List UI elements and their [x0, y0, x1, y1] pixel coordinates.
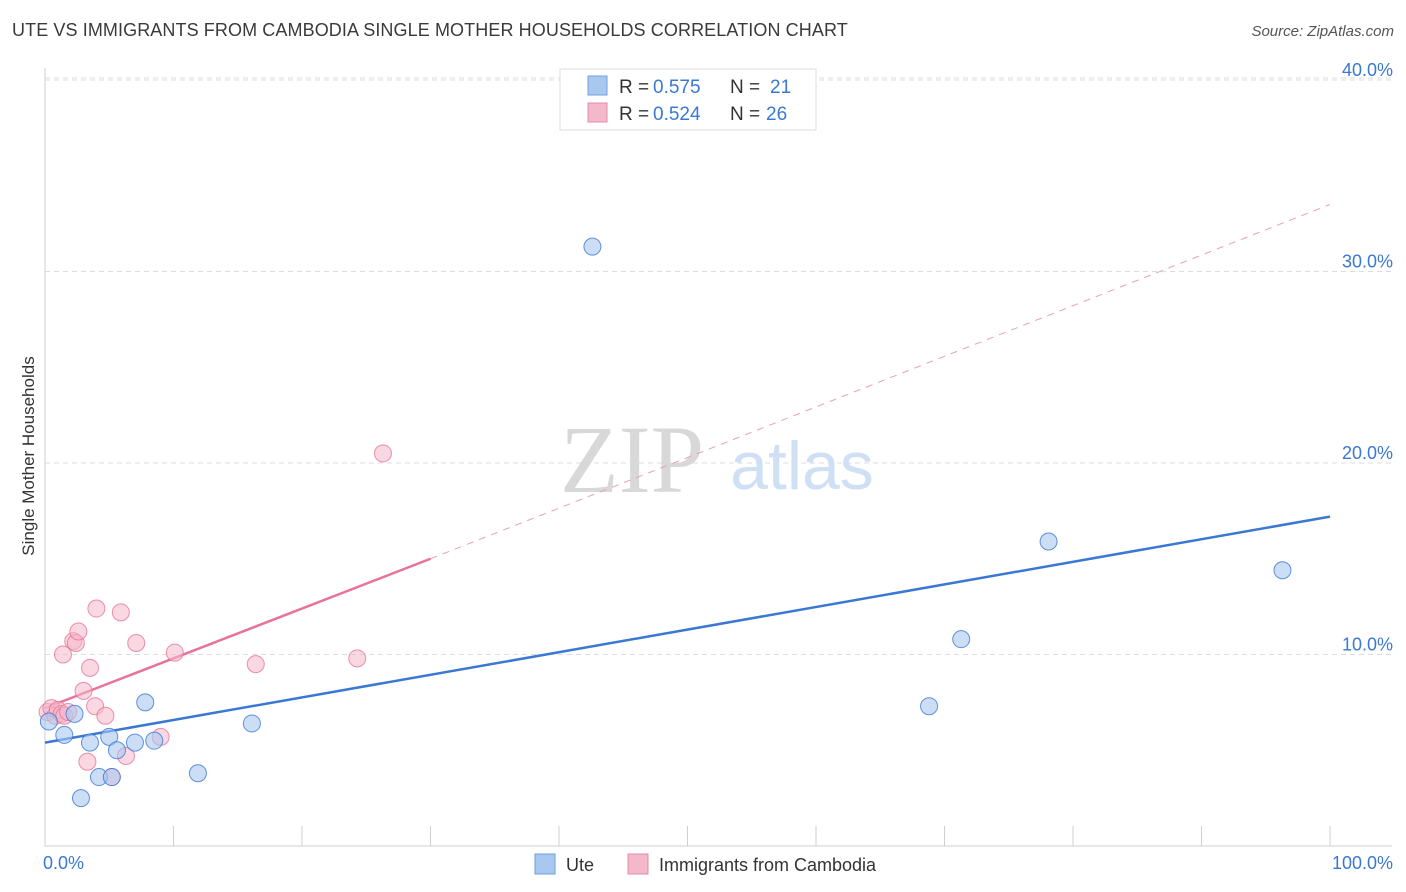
legend-n-label-cambodia: N = [730, 104, 760, 125]
legend-r-label-cambodia: R = [619, 104, 649, 125]
cambodia-point [348, 649, 367, 668]
cambodia-point [111, 603, 130, 622]
x-tick-label-max: 100.0% [1332, 853, 1393, 873]
ute-point [920, 697, 939, 716]
ute-point [100, 727, 119, 746]
watermark-atlas: atlas [730, 428, 874, 504]
ute-trend-line [44, 515, 1331, 744]
legend-n-label-ute: N = [730, 77, 760, 98]
legend-swatch-cambodia [587, 102, 608, 123]
legend-r-value-ute: 0.575 [653, 77, 701, 98]
cambodia-trend-extension [430, 204, 1331, 560]
watermark: ZIP atlas [560, 406, 874, 513]
ute-point [952, 630, 971, 649]
ute-point [242, 714, 261, 733]
ute-point [125, 733, 144, 752]
cambodia-point [165, 643, 184, 662]
y-tick-label: 20.0% [1342, 443, 1393, 463]
cambodia-point [53, 645, 72, 664]
y-axis-label: Single Mother Households [19, 356, 38, 555]
legend-r-value-cambodia: 0.524 [653, 104, 701, 125]
bottom-legend-label-cambodia: Immigrants from Cambodia [659, 855, 877, 875]
ute-point [39, 712, 58, 731]
cambodia-trend-line [44, 557, 431, 710]
legend: R = 0.575 N = 21 R = 0.524 N = 26 [559, 68, 817, 131]
y-tick-label: 10.0% [1342, 635, 1393, 655]
ute-point [65, 704, 84, 723]
data-points [38, 237, 1292, 808]
watermark-zip: ZIP [560, 406, 704, 513]
cambodia-point [246, 655, 265, 674]
cambodia-point [74, 681, 93, 700]
ute-point [583, 237, 602, 256]
y-tick-label: 40.0% [1342, 60, 1393, 80]
chart-title: UTE VS IMMIGRANTS FROM CAMBODIA SINGLE M… [12, 20, 848, 40]
y-tick-label: 30.0% [1342, 252, 1393, 272]
legend-n-value-cambodia: 26 [766, 104, 787, 125]
ute-point [188, 764, 207, 783]
cambodia-point [80, 658, 99, 677]
x-tick-label-min: 0.0% [43, 853, 84, 873]
source-label: Source: ZipAtlas.com [1251, 23, 1394, 40]
cambodia-point [69, 622, 88, 641]
bottom-legend-label-ute: Ute [566, 855, 594, 875]
cambodia-point [87, 599, 106, 618]
cambodia-point [78, 752, 97, 771]
tick-labels: 10.0% 20.0% 30.0% 40.0% 0.0% 100.0% [43, 60, 1393, 873]
ute-point [55, 725, 74, 744]
legend-n-value-ute: 21 [770, 77, 791, 98]
ute-point [107, 741, 126, 760]
cambodia-point [373, 444, 392, 463]
ute-point [1273, 561, 1292, 580]
ute-point [102, 768, 121, 787]
trend-lines [44, 204, 1331, 744]
bottom-legend-swatch-cambodia [627, 853, 649, 875]
legend-r-label-ute: R = [619, 77, 649, 98]
ute-point [136, 693, 155, 712]
grid-lines [45, 77, 1392, 655]
ute-point [71, 789, 90, 808]
bottom-legend-swatch-ute [534, 853, 556, 875]
cambodia-point [127, 634, 146, 653]
cambodia-point [96, 706, 115, 725]
legend-swatch-ute [587, 75, 608, 96]
bottom-legend: Ute Immigrants from Cambodia [534, 853, 877, 875]
ute-point [80, 733, 99, 752]
ute-point [1039, 532, 1058, 551]
ute-point [145, 731, 164, 750]
